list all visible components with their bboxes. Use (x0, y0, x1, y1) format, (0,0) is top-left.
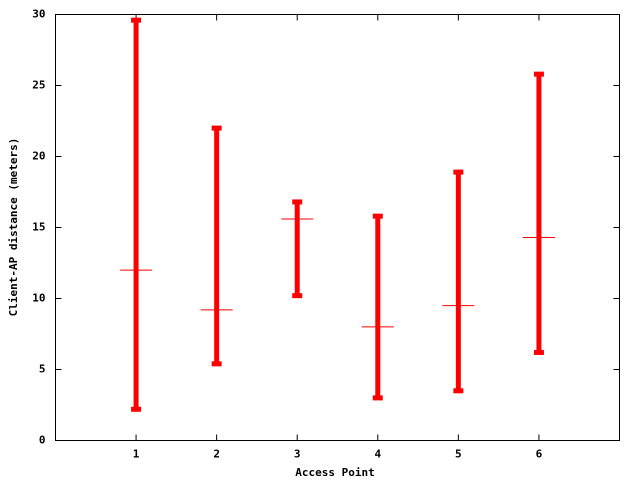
y-tick-label: 30 (32, 8, 45, 21)
y-axis-label: Client-AP distance (meters) (7, 138, 20, 317)
x-tick-label: 4 (374, 448, 381, 461)
plot-frame (55, 14, 620, 441)
y-tick-label: 5 (39, 363, 46, 376)
y-tick-label: 25 (32, 79, 45, 92)
x-tick-label: 5 (455, 448, 462, 461)
x-tick-label: 3 (294, 448, 301, 461)
y-tick-label: 10 (32, 292, 45, 305)
y-tick-label: 20 (32, 150, 45, 163)
x-tick-label: 1 (133, 448, 140, 461)
x-axis-label: Access Point (295, 466, 374, 479)
x-tick-label: 6 (536, 448, 543, 461)
y-tick-label: 0 (39, 434, 46, 447)
x-tick-label: 2 (213, 448, 220, 461)
y-tick-label: 15 (32, 221, 45, 234)
